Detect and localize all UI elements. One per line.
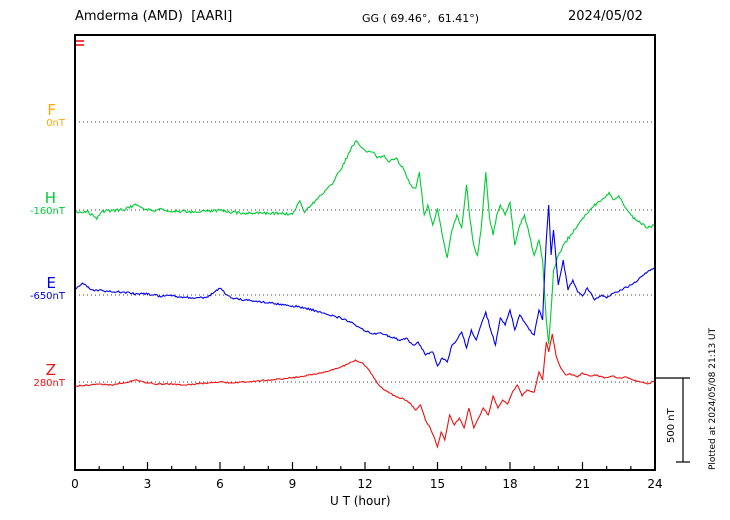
trace-E (75, 204, 655, 367)
plot-date: 2024/05/02 (568, 9, 643, 24)
component-letter-F: F (47, 101, 56, 119)
component-baseline-label-H: -160nT (29, 206, 65, 217)
scalebar-label: 500 nT (666, 408, 677, 443)
x-tick-label: 0 (71, 477, 79, 491)
plot-frame (74, 34, 656, 471)
trace-H (75, 140, 655, 345)
x-tick-label: 9 (288, 477, 297, 491)
component-letter-E: E (46, 274, 56, 292)
x-tick-label: 18 (502, 477, 518, 491)
x-axis-title: U T (hour) (330, 494, 391, 508)
x-tick-label: 15 (429, 477, 446, 491)
station-title: Amderma (AMD) [AARI] (75, 9, 233, 24)
trace-Z (75, 333, 655, 449)
component-baseline-label-Z: 280nT (33, 378, 65, 389)
station-coordinates: GG ( 69.46°, 61.41°) (362, 12, 480, 25)
component-letter-H: H (44, 189, 56, 207)
x-tick-label: 6 (216, 477, 224, 491)
plotted-timestamp-note: Plotted at 2024/05/08 21:13 UT (708, 327, 718, 470)
component-baseline-label-E: -650nT (29, 291, 65, 302)
component-baseline-label-F: 0nT (46, 118, 65, 129)
x-tick-label: 24 (647, 477, 663, 491)
x-tick-label: 3 (143, 477, 152, 491)
component-letter-Z: Z (45, 361, 56, 379)
x-tick-label: 21 (574, 477, 591, 491)
x-tick-label: 12 (357, 477, 373, 491)
